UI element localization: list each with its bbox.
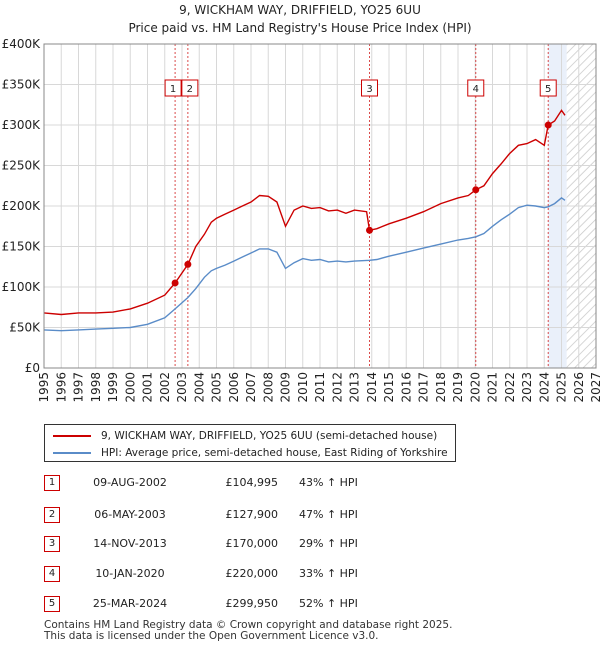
x-tick-label: 1999: [106, 372, 120, 403]
hpi-line: [43, 197, 566, 332]
tx-date: 14-NOV-2013: [93, 537, 167, 550]
legend-label-hpi: HPI: Average price, semi-detached house,…: [101, 447, 448, 459]
x-tick-label: 2010: [296, 372, 310, 403]
x-tick-label: 2003: [175, 372, 189, 403]
tx-price: £299,950: [225, 597, 279, 610]
sale-marker-box: [539, 79, 557, 97]
x-tick-label: 2021: [486, 372, 500, 403]
tx-hpi-change: 29% ↑ HPI: [299, 537, 358, 550]
chart-subtitle: Price paid vs. HM Land Registry's House …: [128, 21, 471, 35]
chart-title: 9, WICKHAM WAY, DRIFFIELD, YO25 6UU: [179, 3, 421, 17]
x-tick-label: 2025: [555, 372, 569, 403]
x-tick-label: 2006: [227, 372, 241, 403]
sale-marker-box: [361, 79, 379, 97]
footer-license: This data is licensed under the Open Gov…: [44, 630, 379, 642]
footer: Contains HM Land Registry data © Crown c…: [44, 620, 452, 642]
table-row: 2 06-MAY-2003 £127,900 47% ↑ HPI: [44, 507, 444, 525]
y-tick-label: £100K: [2, 280, 42, 294]
tx-price: £104,995: [225, 476, 279, 489]
y-tick-label: £150K: [2, 240, 42, 254]
sale-marker-label: 1: [170, 84, 176, 95]
x-tick-label: 2001: [141, 372, 155, 403]
x-tick-label: 2013: [348, 372, 362, 403]
x-tick-label: 1996: [54, 372, 68, 403]
sale-marker-box: [467, 79, 485, 97]
x-tick-label: 2009: [279, 372, 293, 403]
x-tick-label: 2014: [365, 372, 379, 403]
tx-hpi-change: 43% ↑ HPI: [299, 476, 358, 489]
tx-date: 10-JAN-2020: [95, 567, 165, 580]
x-tick-label: 2008: [261, 372, 275, 403]
x-tick-label: 1995: [37, 372, 51, 403]
legend-item-property: 9, WICKHAM WAY, DRIFFIELD, YO25 6UU (sem…: [53, 428, 437, 444]
tx-date: 25-MAR-2024: [92, 597, 168, 610]
y-tick-label: £400K: [2, 37, 42, 51]
tx-number: 5: [44, 596, 60, 612]
tx-hpi-change: 47% ↑ HPI: [299, 508, 358, 521]
legend: 9, WICKHAM WAY, DRIFFIELD, YO25 6UU (sem…: [44, 424, 456, 462]
y-tick-label: £250K: [2, 159, 42, 173]
tx-hpi-change: 52% ↑ HPI: [299, 597, 358, 610]
sale-marker-label: 4: [473, 84, 479, 95]
tx-number: 1: [44, 475, 60, 491]
x-tick-label: 2017: [417, 372, 431, 403]
x-tick-label: 2019: [451, 372, 465, 403]
table-row: 4 10-JAN-2020 £220,000 33% ↑ HPI: [44, 566, 444, 584]
property-price-line: [43, 109, 566, 316]
y-tick-label: £350K: [2, 78, 42, 92]
x-tick-label: 1998: [89, 372, 103, 403]
x-tick-label: 1997: [72, 372, 86, 403]
sale-point: [184, 260, 192, 268]
y-tick-label: £200K: [2, 199, 42, 213]
legend-label-property: 9, WICKHAM WAY, DRIFFIELD, YO25 6UU (sem…: [101, 430, 438, 442]
x-tick-label: 2011: [313, 372, 327, 403]
price-chart: 9, WICKHAM WAY, DRIFFIELD, YO25 6UU Pric…: [2, 3, 600, 403]
sale-marker-box: [181, 79, 199, 97]
sale-marker-box: [164, 79, 182, 97]
x-tick-label: 2026: [572, 372, 586, 403]
sale-point: [544, 121, 552, 129]
tx-number: 4: [44, 566, 60, 582]
sale-marker-label: 3: [366, 84, 372, 95]
tx-number: 3: [44, 536, 60, 552]
legend-line-hpi: [53, 452, 91, 454]
tx-price: £220,000: [225, 567, 279, 580]
x-tick-label: 2024: [537, 372, 551, 403]
x-tick-label: 2023: [520, 372, 534, 403]
x-tick-label: 2016: [399, 372, 413, 403]
tx-hpi-change: 33% ↑ HPI: [299, 567, 358, 580]
sale-point: [472, 186, 480, 194]
footer-copyright: Contains HM Land Registry data © Crown c…: [44, 619, 453, 631]
x-tick-label: 2005: [210, 372, 224, 403]
x-tick-label: 2027: [589, 372, 600, 403]
x-tick-label: 2000: [123, 372, 137, 403]
table-row: 1 09-AUG-2002 £104,995 43% ↑ HPI: [44, 475, 444, 493]
x-tick-label: 2022: [503, 372, 517, 403]
x-tick-label: 2020: [468, 372, 482, 403]
sale-marker-label: 5: [545, 84, 551, 95]
tx-number: 2: [44, 507, 60, 523]
x-tick-label: 2004: [192, 372, 206, 403]
table-row: 5 25-MAR-2024 £299,950 52% ↑ HPI: [44, 596, 444, 614]
tx-date: 09-AUG-2002: [93, 476, 167, 489]
x-tick-label: 2002: [158, 372, 172, 403]
tx-price: £170,000: [225, 537, 279, 550]
y-tick-label: £0: [25, 361, 40, 375]
legend-line-property: [53, 435, 91, 437]
x-tick-label: 2018: [434, 372, 448, 403]
legend-item-hpi: HPI: Average price, semi-detached house,…: [53, 445, 448, 461]
sale-marker-label: 2: [187, 84, 193, 95]
x-tick-label: 2007: [244, 372, 258, 403]
x-tick-label: 2012: [330, 372, 344, 403]
plot-border: [43, 43, 597, 369]
y-tick-label: £50K: [9, 321, 41, 335]
y-tick-label: £300K: [2, 118, 42, 132]
sale-point: [366, 226, 374, 234]
table-row: 3 14-NOV-2013 £170,000 29% ↑ HPI: [44, 536, 444, 554]
x-tick-label: 2015: [382, 372, 396, 403]
tx-date: 06-MAY-2003: [94, 508, 166, 521]
sale-point: [171, 279, 179, 287]
tx-price: £127,900: [225, 508, 279, 521]
